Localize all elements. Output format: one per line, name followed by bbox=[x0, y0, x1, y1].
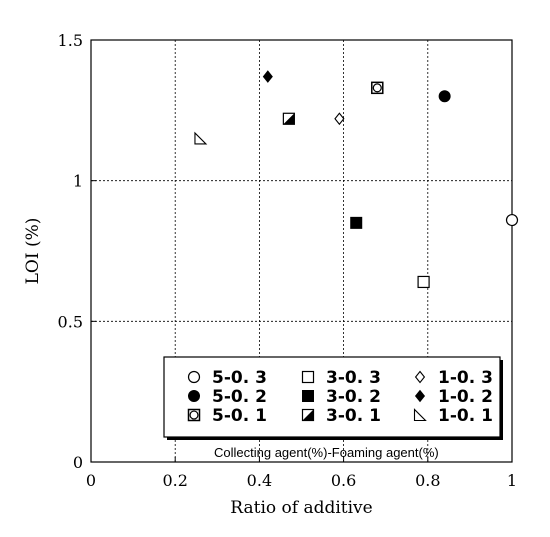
legend-label: 3-0. 2 bbox=[326, 387, 381, 407]
x-tick-label: 0 bbox=[86, 471, 96, 490]
legend-label: 3-0. 3 bbox=[326, 368, 381, 388]
x-tick-label: 1 bbox=[507, 471, 517, 490]
legend-caption: Collecting agent(%)-Foaming agent(%) bbox=[214, 445, 439, 460]
legend-box bbox=[163, 356, 501, 438]
y-axis-label: LOI (%) bbox=[23, 218, 43, 285]
legend-label: 5-0. 3 bbox=[212, 368, 267, 388]
legend-marker bbox=[413, 408, 427, 422]
legend-marker bbox=[301, 370, 315, 384]
legend-label: 3-0. 1 bbox=[326, 406, 381, 426]
legend-marker bbox=[414, 389, 426, 403]
data-point-3-0-2 bbox=[350, 216, 363, 229]
legend-label: 5-0. 1 bbox=[212, 406, 267, 426]
data-point-1-0-2 bbox=[262, 70, 273, 83]
legend: 5-0. 35-0. 25-0. 1 3-0. 33-0. 23-0. 1 1-0.… bbox=[163, 356, 503, 440]
x-tick-label: 0.2 bbox=[162, 471, 187, 490]
legend-label: 1-0. 2 bbox=[438, 387, 493, 407]
y-tick-label: 0 bbox=[73, 453, 83, 472]
legend-label: 5-0. 2 bbox=[212, 387, 267, 407]
legend-marker bbox=[187, 370, 201, 384]
data-point-3-0-1 bbox=[282, 112, 295, 125]
data-points bbox=[194, 70, 519, 289]
legend-label: 1-0. 1 bbox=[438, 406, 493, 426]
x-tick-label: 0.6 bbox=[331, 471, 356, 490]
x-axis-label: Ratio of additive bbox=[230, 498, 372, 518]
data-point-1-0-3 bbox=[334, 112, 345, 126]
legend-marker bbox=[187, 408, 201, 422]
legend-label: 1-0. 3 bbox=[438, 368, 493, 388]
data-point-1-0-1 bbox=[194, 131, 208, 145]
x-tick-label: 0.4 bbox=[247, 471, 272, 490]
plot-frame bbox=[90, 39, 513, 463]
x-tick-label: 0.8 bbox=[415, 471, 440, 490]
legend-marker bbox=[301, 408, 315, 422]
data-point-3-0-3 bbox=[417, 275, 430, 289]
y-tick-label: 0.5 bbox=[58, 312, 83, 331]
data-point-5-0-3 bbox=[505, 213, 519, 227]
data-point-5-0-2 bbox=[438, 90, 451, 103]
tick-labels: 0 0.2 0.4 0.6 0.8 1 0 0.5 1 1.5 bbox=[58, 31, 518, 490]
y-tick-label: 1.5 bbox=[58, 31, 83, 50]
data-point-5-0-1 bbox=[371, 81, 384, 95]
legend-marker bbox=[302, 390, 314, 402]
legend-marker bbox=[188, 390, 200, 402]
y-tick-label: 1 bbox=[73, 172, 83, 191]
legend-marker bbox=[414, 370, 426, 384]
